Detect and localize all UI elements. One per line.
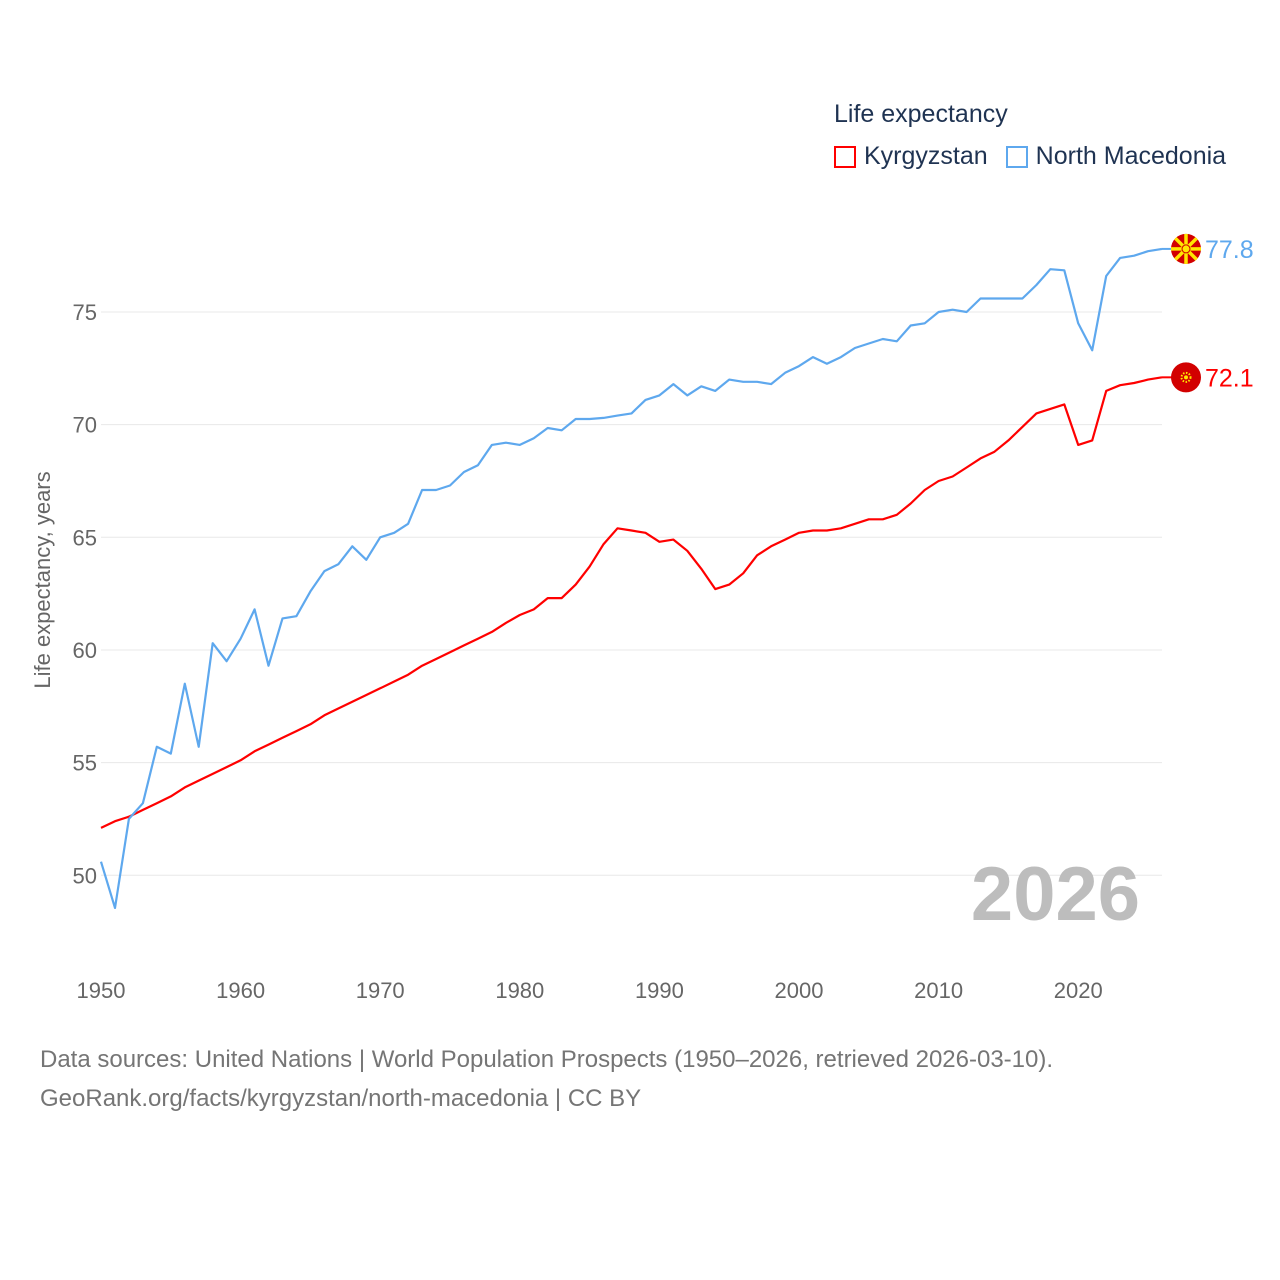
- y-axis-label: Life expectancy, years: [30, 471, 55, 688]
- x-tick-label: 1990: [635, 978, 684, 1003]
- flag-icon-kyrgyzstan: [1171, 362, 1201, 393]
- end-value-label-kyrgyzstan: 72.1: [1205, 364, 1254, 392]
- flag-icon-north-macedonia: [1171, 233, 1201, 264]
- footer-sources: Data sources: United Nations | World Pop…: [40, 1046, 1054, 1073]
- end-value-label-north-macedonia: 77.8: [1205, 236, 1254, 264]
- y-tick-label: 55: [73, 751, 97, 776]
- series-line-north-macedonia: [99, 247, 1163, 910]
- legend-swatch-north-macedonia: [1005, 145, 1028, 168]
- x-tick-label: 2020: [1054, 978, 1103, 1003]
- legend-title: Life expectancy: [834, 100, 1008, 128]
- y-tick-label: 65: [73, 525, 97, 550]
- y-tick-label: 60: [73, 638, 97, 663]
- footer-link[interactable]: GeoRank.org/facts/kyrgyzstan/north-maced…: [40, 1085, 642, 1112]
- legend-swatch-kyrgyzstan: [834, 145, 856, 168]
- y-tick-label: 70: [73, 413, 97, 438]
- legend-item-north-macedonia[interactable]: North Macedonia: [1005, 142, 1227, 171]
- y-tick-label: 50: [73, 863, 97, 888]
- x-tick-label: 1960: [216, 978, 265, 1003]
- x-tick-label: 2010: [914, 978, 963, 1003]
- x-tick-label: 1950: [77, 978, 126, 1003]
- legend: Kyrgyzstan North Macedonia: [834, 142, 1244, 171]
- legend-label: Kyrgyzstan: [864, 142, 988, 170]
- x-tick-label: 2000: [775, 978, 824, 1003]
- x-tick-label: 1970: [356, 978, 405, 1003]
- year-watermark: 2026: [971, 852, 1140, 937]
- legend-label: North Macedonia: [1035, 142, 1227, 170]
- x-tick-label: 1980: [495, 978, 544, 1003]
- series-line-kyrgyzstan: [100, 376, 1163, 829]
- legend-item-kyrgyzstan[interactable]: Kyrgyzstan: [834, 142, 988, 171]
- y-tick-label: 75: [73, 300, 97, 325]
